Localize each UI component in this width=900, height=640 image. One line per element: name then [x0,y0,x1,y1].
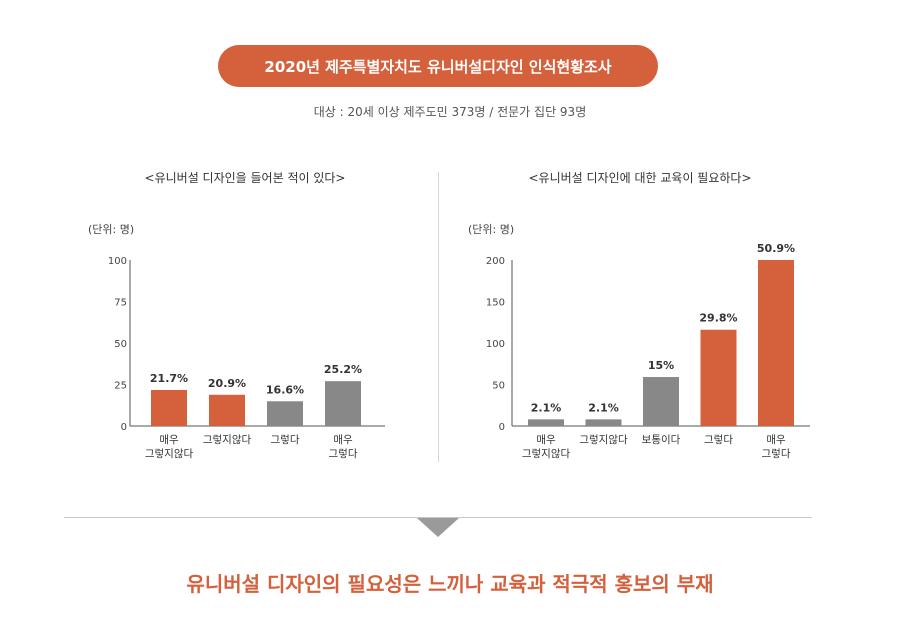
y-tick-label: 50 [114,339,127,350]
survey-subtitle: 대상 : 20세 이상 제주도민 373명 / 전문가 집단 93명 [313,105,587,119]
y-tick-label: 100 [108,256,127,267]
x-tick-label: 보통이다 [642,434,681,446]
y-tick-label: 75 [114,298,127,309]
data-label: 2.1% [531,401,562,414]
y-tick-label: 100 [486,339,505,350]
bar [585,419,622,426]
x-tick-label: 그렇지않다 [145,447,194,460]
x-tick-label: 그렇다 [762,447,791,460]
data-label: 2.1% [588,401,619,414]
chart-education-needed: <유니버설 디자인에 대한 교육이 필요하다> (단위: 명) 0 50 100 150 2… [468,171,810,460]
x-tick-label: 그렇지않다 [203,433,252,446]
x-tick-label: 그렇다 [271,433,300,446]
x-tick-label: 그렇지않다 [522,447,571,460]
survey-title-pill: 2020년 제주특별자치도 유니버설디자인 인식현황조사 [218,45,658,87]
unit-label: (단위: 명) [468,223,514,236]
x-tick-label: 매우 [333,434,353,446]
bar [325,381,361,426]
x-tick-label: 매우 [536,434,556,446]
data-label: 20.9% [208,377,246,390]
section-divider [64,517,812,518]
x-tick-label: 매우 [766,434,786,446]
unit-label: (단위: 명) [88,223,134,236]
data-label: 21.7% [150,372,188,385]
data-label: 25.2% [324,363,362,376]
y-tick-label: 25 [114,381,127,392]
chart-title: <유니버설 디자인에 대한 교육이 필요하다> [528,171,751,185]
y-tick-label: 0 [121,422,127,433]
conclusion-text: 유니버설 디자인의 필요성은 느끼나 교육과 적극적 홍보의 부재 [186,572,714,596]
bar [267,401,303,426]
bar [151,389,187,426]
bar [528,419,564,426]
survey-title: 2020년 제주특별자치도 유니버설디자인 인식현황조사 [264,57,612,76]
x-tick-label: 그렇다 [704,433,733,446]
chart-title: <유니버설 디자인을 들어본 적이 있다> [145,171,346,185]
bar [758,260,794,426]
y-tick-label: 0 [499,422,505,433]
y-tick-label: 200 [486,256,505,267]
x-tick-label: 그렇다 [329,447,358,460]
x-tick-label: 그렇지않다 [579,433,628,446]
y-tick-label: 50 [492,381,505,392]
bar [643,377,679,426]
data-label: 16.6% [266,383,304,396]
chart-heard-of-universal-design: <유니버설 디자인을 들어본 적이 있다> (단위: 명) 0 25 50 75 100 21… [88,171,385,460]
down-arrow-icon [417,518,459,537]
data-label: 15% [648,359,674,372]
x-tick-label: 매우 [159,434,179,446]
data-label: 50.9% [757,242,795,255]
bar [700,329,737,426]
y-tick-label: 150 [486,298,505,309]
bar [209,394,245,426]
data-label: 29.8% [699,312,737,325]
chart-divider [438,172,439,462]
